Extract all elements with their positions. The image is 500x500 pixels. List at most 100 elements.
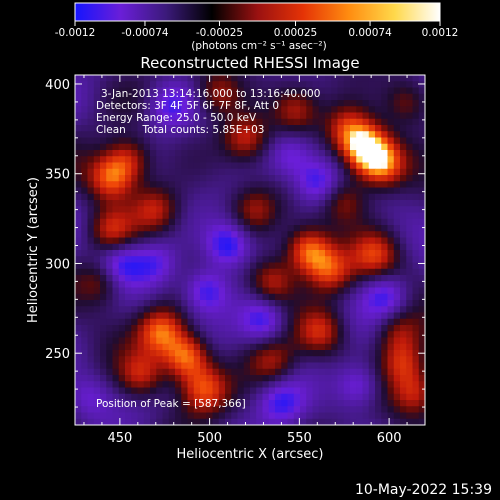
heatmap-cell [387,331,395,338]
heatmap-cell [256,100,263,107]
heatmap-cell [237,100,245,107]
heatmap-cell [200,112,207,120]
heatmap-cell [362,75,370,82]
heatmap-cell [131,237,138,245]
heatmap-cell [300,218,307,226]
heatmap-cell [200,375,207,382]
heatmap-cell [243,175,251,182]
heatmap-cell [343,181,351,188]
heatmap-cell [418,81,425,88]
heatmap-cell [318,81,326,88]
heatmap-cell [81,93,88,101]
heatmap-cell [131,281,138,288]
heatmap-cell [106,175,113,182]
heatmap-cell [181,337,188,345]
heatmap-cell [137,262,145,270]
heatmap-cell [287,275,295,282]
heatmap-cell [156,143,163,151]
heatmap-cell [250,237,257,245]
heatmap-cell [337,337,345,345]
heatmap-cell [343,231,351,238]
heatmap-cell [400,137,407,145]
heatmap-cell [306,237,313,245]
heatmap-cell [131,218,138,226]
heatmap-cell [387,175,395,182]
heatmap-cell [400,268,407,276]
heatmap-cell [312,268,320,276]
heatmap-cell [331,406,338,413]
heatmap-cell [156,112,163,120]
heatmap-cell [275,368,282,376]
heatmap-cell [368,256,376,263]
heatmap-cell [281,106,288,113]
heatmap-cell [412,150,420,157]
heatmap-cell [350,331,357,338]
heatmap-cell [312,325,320,332]
heatmap-cell [331,137,338,145]
heatmap-cell [200,168,207,176]
heatmap-cell [387,243,395,251]
heatmap-cell [275,231,282,238]
heatmap-cell [368,200,376,207]
heatmap-cell [256,225,263,232]
heatmap-cell [137,187,145,195]
heatmap-cell [93,293,101,301]
heatmap-cell [243,262,251,270]
heatmap-cell [231,143,238,151]
heatmap-cell [125,318,132,326]
heatmap-cell [368,231,376,238]
heatmap-cell [187,306,195,313]
heatmap-cell [256,393,263,401]
heatmap-cell [150,362,157,370]
heatmap-cell [212,112,220,120]
heatmap-cell [125,212,132,220]
heatmap-cell [93,237,101,245]
heatmap-cell [281,325,288,332]
heatmap-cell [306,75,313,82]
heatmap-cell [381,368,388,376]
heatmap-cell [218,100,226,107]
heatmap-cell [175,262,182,270]
heatmap-cell [362,368,370,376]
heatmap-cell [418,250,425,257]
heatmap-cell [168,93,176,101]
heatmap-cell [418,375,425,382]
heatmap-cell [131,150,138,157]
heatmap-cell [187,131,195,138]
heatmap-cell [237,275,245,282]
heatmap-cell [262,193,270,201]
heatmap-cell [337,281,345,288]
heatmap-cell [231,150,238,157]
heatmap-cell [212,237,220,245]
heatmap-cell [112,112,120,120]
heatmap-cell [256,381,263,388]
heatmap-cell [93,318,101,326]
heatmap-cell [206,81,213,88]
heatmap-cell [162,406,170,413]
heatmap-cell [331,287,338,295]
heatmap-cell [381,268,388,276]
heatmap-cell [268,150,276,157]
heatmap-cell [375,287,382,295]
heatmap-cell [300,268,307,276]
heatmap-cell [193,262,201,270]
heatmap-cell [256,193,263,201]
heatmap-cell [93,143,101,151]
heatmap-cell [293,231,301,238]
heatmap-cell [400,100,407,107]
heatmap-cell [418,231,425,238]
heatmap-cell [125,281,132,288]
heatmap-cell [106,256,113,263]
heatmap-cell [243,243,251,251]
heatmap-cell [112,375,120,382]
heatmap-cell [393,162,401,170]
heatmap-cell [262,100,270,107]
heatmap-cell [193,156,201,163]
heatmap-cell [81,112,88,120]
heatmap-cell [143,281,151,288]
heatmap-cell [243,318,251,326]
heatmap-cell [143,131,151,138]
heatmap-cell [256,150,263,157]
heatmap-cell [87,368,95,376]
heatmap-cell [406,375,413,382]
